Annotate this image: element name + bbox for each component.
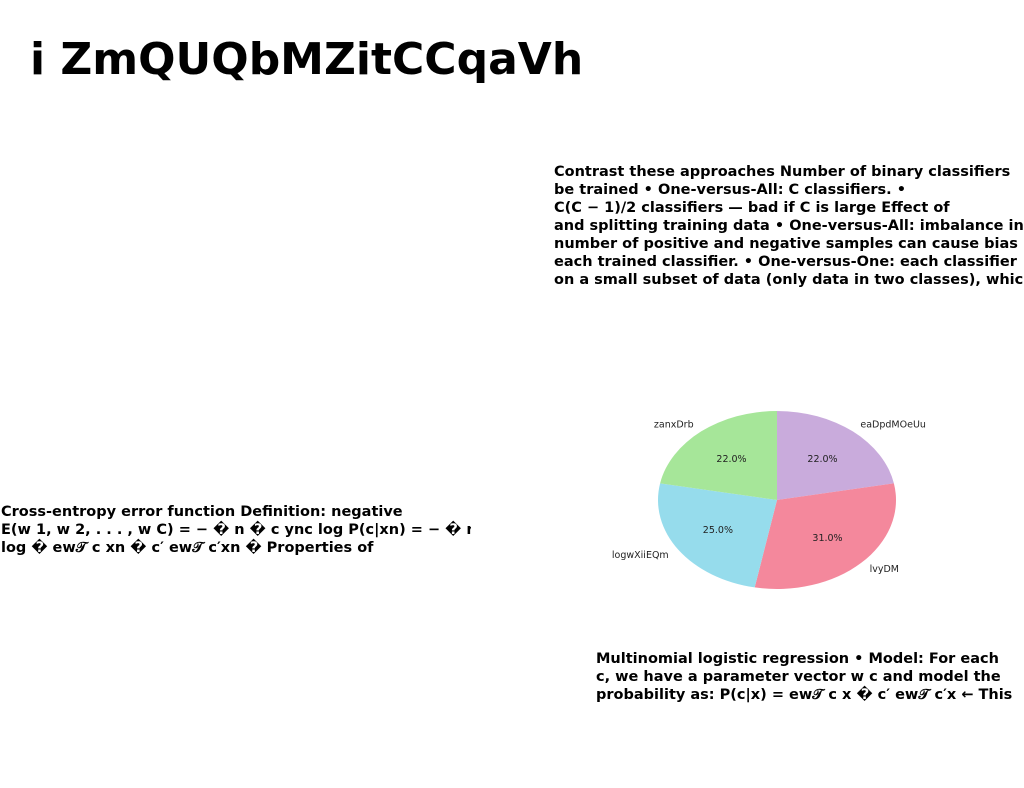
text-line: Contrast these approaches Number of bina… — [554, 164, 1011, 180]
pie-slices — [658, 411, 896, 589]
text-line: and splitting training data • One-versus… — [554, 218, 1024, 234]
pie-percent-label: 22.0% — [807, 454, 837, 465]
pie-category-label: zanxDrb — [654, 420, 694, 431]
text-block-top: Contrast these approaches Number of bina… — [554, 163, 1024, 289]
pie-percent-label: 25.0% — [703, 525, 733, 536]
text-line: be trained • One-versus-All: C classifie… — [554, 182, 907, 198]
text-line: each trained classifier. • One-versus-On… — [554, 254, 1017, 270]
pie-labels: 22.0% eaDpdMOeUu 31.0% lvyDM 25.0% logwXiiEQm… — [612, 420, 926, 576]
text-block-bottom: Multinomial logistic regression • Model:… — [596, 650, 1024, 704]
text-line: E(w 1, w 2, . . . , w C) = − � n � c ync… — [1, 522, 471, 538]
text-line: C(C − 1)/2 classifiers — bad if C is lar… — [554, 200, 950, 216]
text-block-left: Cross-entropy error function Definition:… — [1, 503, 471, 557]
text-line: number of positive and negative samples … — [554, 236, 1018, 252]
pie-category-label: lvyDM — [870, 564, 899, 575]
text-line: log � ew𝒯 c xn � c′ ew𝒯 c′xn � Propertie… — [1, 540, 374, 556]
page-title: i ZmQUQbMZitCCqaVh — [30, 34, 584, 85]
pie-category-label: eaDpdMOeUu — [860, 420, 926, 431]
pie-percent-label: 22.0% — [716, 454, 746, 465]
text-line: c, we have a parameter vector w c and mo… — [596, 669, 1001, 685]
pie-slice-lvyDM — [754, 483, 896, 589]
pie-slice-eaDpdMOeUu — [777, 411, 894, 500]
pie-percent-label: 31.0% — [812, 533, 842, 544]
pie-slice-logwXiiEQm — [658, 483, 777, 588]
text-line: Multinomial logistic regression • Model:… — [596, 651, 999, 667]
pie-slice-zanxDrb — [660, 411, 777, 500]
pie-chart: 22.0% eaDpdMOeUu 31.0% lvyDM 25.0% logwXiiEQm… — [612, 411, 926, 589]
text-line: probability as: P(c|x) = ew𝒯 c x � c′ ew… — [596, 687, 1013, 703]
text-line: on a small subset of data (only data in … — [554, 272, 1024, 288]
pie-category-label: logwXiiEQm — [612, 550, 669, 561]
text-line: Cross-entropy error function Definition:… — [1, 504, 403, 520]
